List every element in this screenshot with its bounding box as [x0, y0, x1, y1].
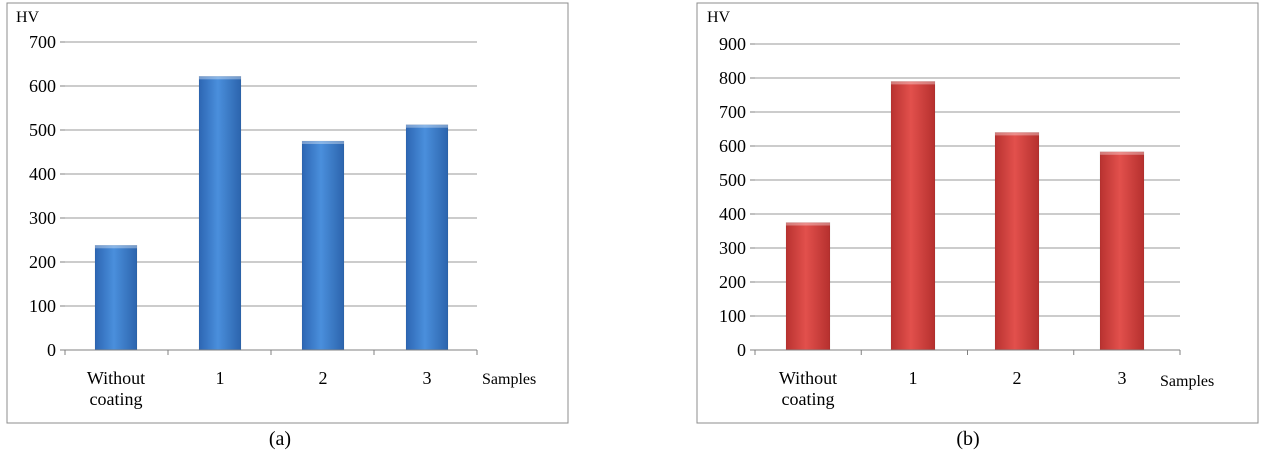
bar-highlight	[199, 76, 241, 80]
chart-panel-a: 0 100 200 300 400 500 600 700 Without coating 1 2 3…	[6, 2, 569, 424]
x-category-label: 1	[216, 368, 225, 388]
x-category-label: 1	[909, 368, 918, 388]
y-tick-label: 800	[719, 68, 746, 88]
x-category-label: 2	[1013, 368, 1022, 388]
bar-without-coating	[785, 222, 831, 351]
x-category-label: 3	[423, 368, 432, 388]
chart-panel-b: 0 100 200 300 400 500 600 700 800 900 Without coat…	[696, 2, 1259, 424]
x-category-labels-a: Without coating 1 2 3	[87, 368, 432, 409]
y-tick-label: 400	[719, 204, 746, 224]
y-tick-label: 300	[29, 208, 56, 228]
bar-sample-1	[890, 81, 936, 351]
y-axis-label-a: HV	[16, 9, 40, 26]
bar-without-coating	[94, 245, 138, 351]
x-axis-label-b: Samples	[1160, 373, 1214, 390]
bars-b	[785, 81, 1145, 351]
panel-label-b: (b)	[956, 428, 979, 450]
bar-highlight	[891, 81, 935, 85]
bar-sample-2	[994, 132, 1040, 351]
x-category-label: Without coating	[779, 368, 837, 409]
chart-frame-b	[696, 2, 1259, 424]
y-tick-labels-a: 0 100 200 300 400 500 600 700	[29, 32, 56, 360]
x-axis-label-a: Samples	[482, 371, 536, 388]
y-tick-label: 100	[29, 296, 56, 316]
bar-highlight	[406, 124, 448, 128]
y-tick-label: 400	[29, 164, 56, 184]
bar-sample-1	[198, 76, 242, 351]
y-tick-label: 0	[47, 340, 56, 360]
y-tick-label: 500	[29, 120, 56, 140]
bar-sample-3	[1099, 151, 1145, 351]
y-tick-label: 100	[719, 306, 746, 326]
x-category-label: 2	[319, 368, 328, 388]
bar-sample-3	[405, 124, 449, 351]
bar-highlight	[302, 141, 344, 144]
y-tick-label: 200	[29, 252, 56, 272]
y-tick-label: 500	[719, 170, 746, 190]
y-tick-label: 900	[719, 34, 746, 54]
y-tick-label: 700	[719, 102, 746, 122]
bar-sample-2	[301, 140, 345, 351]
y-tick-label: 600	[719, 136, 746, 156]
x-category-labels-b: Without coating 1 2 3	[779, 368, 1127, 409]
y-tick-label: 200	[719, 272, 746, 292]
x-category-label: Without coating	[87, 368, 145, 409]
bar-highlight	[95, 245, 137, 249]
bars-a	[94, 76, 449, 351]
y-tick-labels-b: 0 100 200 300 400 500 600 700 800 900	[719, 34, 746, 360]
x-tick-marks-b	[754, 350, 1181, 355]
x-category-label: 3	[1118, 368, 1127, 388]
y-tick-label: 700	[29, 32, 56, 52]
bar-highlight	[1100, 151, 1144, 155]
chart-frame-a	[6, 2, 569, 424]
y-tick-label: 0	[737, 340, 746, 360]
x-tick-marks-a	[64, 350, 478, 355]
panel-label-a: (a)	[269, 428, 291, 450]
bar-highlight	[995, 132, 1039, 136]
y-axis-label-b: HV	[707, 9, 731, 26]
y-tick-label: 300	[719, 238, 746, 258]
bar-highlight	[786, 222, 830, 226]
y-tick-label: 600	[29, 76, 56, 96]
